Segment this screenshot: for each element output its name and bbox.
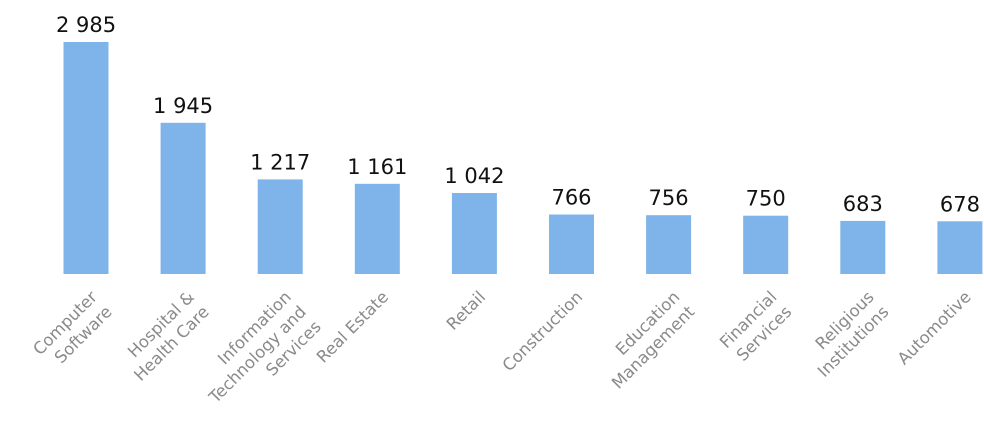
category-label-computer-software: ComputerSoftware [29, 287, 115, 373]
category-label-construction: Construction [499, 287, 587, 375]
category-label-line: Retail [443, 287, 489, 333]
value-label-information-technology-and-services: 1 217 [250, 150, 310, 174]
bar-hospital-and-health-care [160, 122, 206, 274]
category-label-religious-institutions: ReligiousInstitutions [799, 287, 892, 380]
value-label-automotive: 678 [940, 192, 980, 216]
category-label-line: Real Estate [313, 287, 392, 366]
category-label-education-management: EducationManagement [593, 287, 699, 393]
value-label-computer-software: 2 985 [56, 13, 116, 37]
value-label-religious-institutions: 683 [843, 192, 883, 216]
value-label-retail: 1 042 [444, 164, 504, 188]
bar-retail [451, 193, 497, 274]
bars-group [63, 42, 983, 274]
category-labels-group: ComputerSoftware Hospital &Health Care Inf… [29, 287, 975, 422]
bar-automotive [937, 221, 983, 274]
bar-financial-services [743, 215, 789, 274]
category-label-line: Automotive [894, 287, 975, 368]
category-label-retail: Retail [443, 287, 489, 333]
value-label-hospital-and-health-care: 1 945 [153, 94, 213, 118]
bar-religious-institutions [840, 220, 886, 274]
bar-real-estate [354, 183, 400, 274]
value-label-financial-services: 750 [746, 187, 786, 211]
bar-information-technology-and-services [257, 179, 303, 274]
value-label-education-management: 756 [649, 186, 689, 210]
category-label-real-estate: Real Estate [313, 287, 392, 366]
category-label-automotive: Automotive [894, 287, 975, 368]
value-labels-group: 2 985 1 945 1 217 1 161 1 042 766 756 750 683 678 [56, 13, 980, 216]
value-label-real-estate: 1 161 [347, 155, 407, 179]
bar-education-management [646, 215, 692, 274]
category-label-information-technology-and-services: InformationTechnology andServices [190, 287, 325, 422]
category-label-line: Construction [499, 287, 587, 375]
value-label-construction: 766 [551, 186, 591, 210]
category-label-hospital-and-health-care: Hospital &Health Care [115, 287, 212, 384]
bar-computer-software [63, 42, 109, 274]
bar-construction [549, 214, 594, 274]
category-label-financial-services: FinancialServices [716, 287, 795, 366]
